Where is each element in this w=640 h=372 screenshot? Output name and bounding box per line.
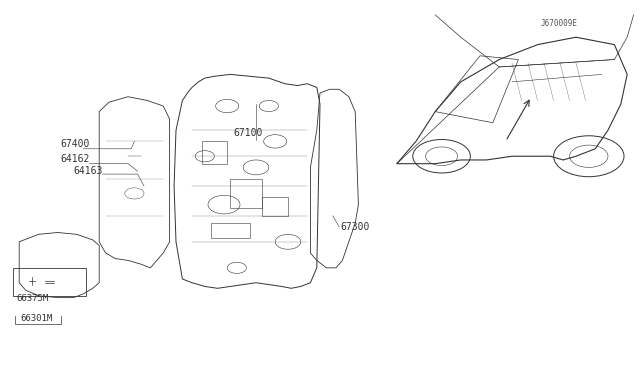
Bar xyxy=(13,268,86,296)
Text: 67300: 67300 xyxy=(340,222,370,232)
Text: 67100: 67100 xyxy=(234,128,263,138)
Text: 64162: 64162 xyxy=(61,154,90,164)
Text: 66301M: 66301M xyxy=(20,314,52,323)
Bar xyxy=(202,141,227,164)
Text: 67400: 67400 xyxy=(61,139,90,149)
Text: 66375M: 66375M xyxy=(16,294,48,302)
Text: 64163: 64163 xyxy=(74,166,103,176)
Bar xyxy=(262,197,288,216)
Bar xyxy=(230,179,262,208)
Text: J670009E: J670009E xyxy=(541,19,578,28)
Bar xyxy=(211,223,250,238)
